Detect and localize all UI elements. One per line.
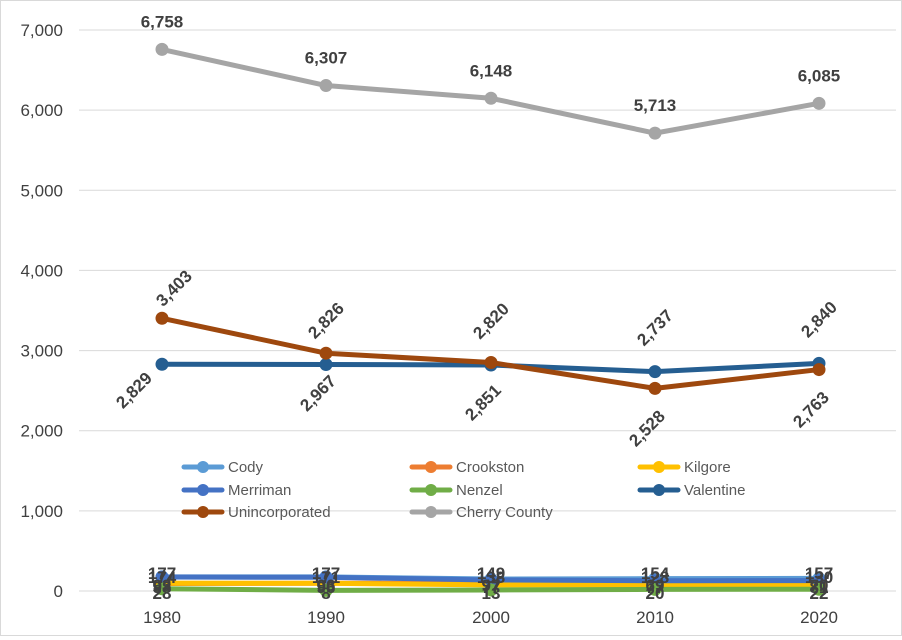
- legend-swatch-marker: [425, 461, 437, 473]
- legend-label: Valentine: [684, 482, 745, 499]
- legend-swatch-marker: [197, 506, 209, 518]
- data-label: 2,763: [789, 388, 833, 432]
- legend-swatch-marker: [425, 506, 437, 518]
- data-label: 177: [148, 564, 176, 583]
- data-point: [484, 583, 498, 597]
- data-label: 81: [810, 578, 829, 597]
- y-tick-label: 2,000: [20, 422, 63, 441]
- data-label: 130: [805, 568, 833, 587]
- legend-label: Nenzel: [456, 482, 503, 499]
- data-point: [648, 582, 662, 596]
- data-point: [155, 42, 169, 56]
- legend-label: Unincorporated: [228, 504, 331, 521]
- data-point: [812, 582, 826, 596]
- data-point: [319, 79, 333, 93]
- data-label: 77: [646, 578, 665, 597]
- data-label: 96: [317, 578, 336, 597]
- data-label: 6,148: [470, 61, 513, 80]
- data-label: 97: [482, 576, 501, 595]
- y-tick-label: 3,000: [20, 342, 63, 361]
- data-label: 149: [477, 564, 505, 583]
- data-label: 70: [810, 576, 829, 595]
- data-label: 154: [641, 564, 670, 583]
- x-tick-label: 2000: [472, 608, 510, 627]
- legend-swatch-marker: [425, 484, 437, 496]
- x-tick-label: 1990: [307, 608, 345, 627]
- data-label: 2,851: [461, 381, 505, 425]
- data-label: 8: [321, 584, 330, 603]
- data-label: 2,820: [469, 299, 513, 343]
- data-point: [319, 583, 333, 597]
- data-label: 2,826: [304, 299, 348, 343]
- x-tick-label: 2020: [800, 608, 838, 627]
- legend-swatch-marker: [197, 484, 209, 496]
- data-point: [648, 365, 662, 379]
- data-label: 22: [810, 584, 829, 603]
- data-label: 98: [153, 578, 172, 597]
- data-label: 93: [153, 576, 172, 595]
- y-tick-label: 6,000: [20, 101, 63, 120]
- data-label: 20: [646, 584, 665, 603]
- data-label: 2,528: [625, 407, 669, 451]
- legend-swatch-marker: [653, 461, 665, 473]
- data-point: [319, 570, 333, 584]
- legend-swatch-marker: [197, 461, 209, 473]
- x-tick-label: 2010: [636, 608, 674, 627]
- data-label: 28: [153, 584, 172, 603]
- data-label: 6,758: [141, 12, 184, 31]
- data-label: 2,967: [296, 372, 340, 416]
- data-point: [319, 346, 333, 360]
- data-point: [155, 582, 169, 596]
- data-label: 13: [482, 584, 501, 603]
- data-label: 2,840: [797, 298, 841, 342]
- data-point: [484, 356, 498, 370]
- x-tick-label: 1980: [143, 608, 181, 627]
- data-label: 6,307: [305, 49, 348, 68]
- y-tick-label: 7,000: [20, 21, 63, 40]
- data-point: [812, 96, 826, 110]
- data-label: 2,829: [112, 369, 156, 413]
- data-label: 138: [477, 568, 505, 587]
- legend-label: Kilgore: [684, 459, 731, 476]
- legend-swatch-marker: [653, 484, 665, 496]
- data-label: 157: [805, 564, 833, 583]
- data-point: [319, 358, 333, 372]
- legend-label: Cody: [228, 459, 264, 476]
- data-label: 128: [641, 568, 669, 587]
- data-label: 69: [646, 576, 665, 595]
- data-label: 77: [482, 578, 501, 597]
- y-tick-label: 0: [54, 582, 63, 601]
- data-point: [155, 357, 169, 371]
- legend-label: Crookston: [456, 459, 524, 476]
- data-label: 6,085: [798, 66, 841, 85]
- data-point: [648, 381, 662, 395]
- data-label: 177: [312, 564, 340, 583]
- data-point: [155, 311, 169, 325]
- legend-label: Merriman: [228, 482, 291, 499]
- data-point: [484, 91, 498, 105]
- data-label: 171: [312, 568, 340, 587]
- data-label: 174: [148, 568, 177, 587]
- data-label: 2,737: [633, 306, 677, 350]
- y-tick-label: 4,000: [20, 261, 63, 280]
- data-point: [812, 363, 826, 377]
- data-point: [648, 126, 662, 140]
- data-label: 5,713: [634, 96, 677, 115]
- data-label: 96: [317, 576, 336, 595]
- legend-label: Cherry County: [456, 504, 553, 521]
- y-tick-label: 1,000: [20, 502, 63, 521]
- data-label: 3,403: [152, 267, 196, 311]
- y-tick-label: 5,000: [20, 181, 63, 200]
